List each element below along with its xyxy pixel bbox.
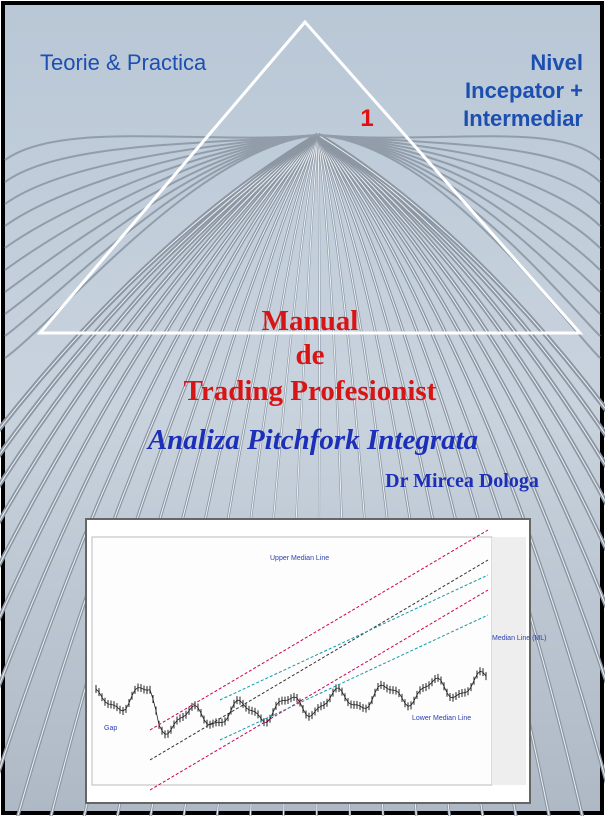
level: Incepator + — [465, 78, 583, 103]
title-line: Trading Profesionist — [184, 375, 437, 407]
subtitle: Analiza Pitchfork Integrata — [146, 424, 478, 456]
inset-label: Upper Median Line — [270, 555, 329, 562]
title-line: de — [296, 339, 325, 371]
volume-number: 1 — [360, 105, 373, 132]
header-left: Teorie & Practica — [40, 50, 207, 75]
inset-plot — [92, 537, 492, 785]
inset-label: Median Line (ML) — [492, 635, 546, 642]
price-axis — [492, 537, 526, 785]
chart-inset: Upper Median Line Lower Median Line Medi… — [86, 519, 546, 803]
inset-label: Gap — [104, 725, 117, 732]
title-line: Manual — [262, 305, 359, 337]
book-cover: Teorie & Practica Nivel Incepator + Inte… — [0, 0, 605, 816]
page: Teorie & Practica Nivel Incepator + Inte… — [0, 0, 605, 816]
level: Intermediar — [463, 106, 583, 131]
level: Nivel — [530, 50, 583, 75]
inset-label: Lower Median Line — [412, 715, 471, 722]
author: Dr Mircea Dologa — [385, 470, 539, 492]
